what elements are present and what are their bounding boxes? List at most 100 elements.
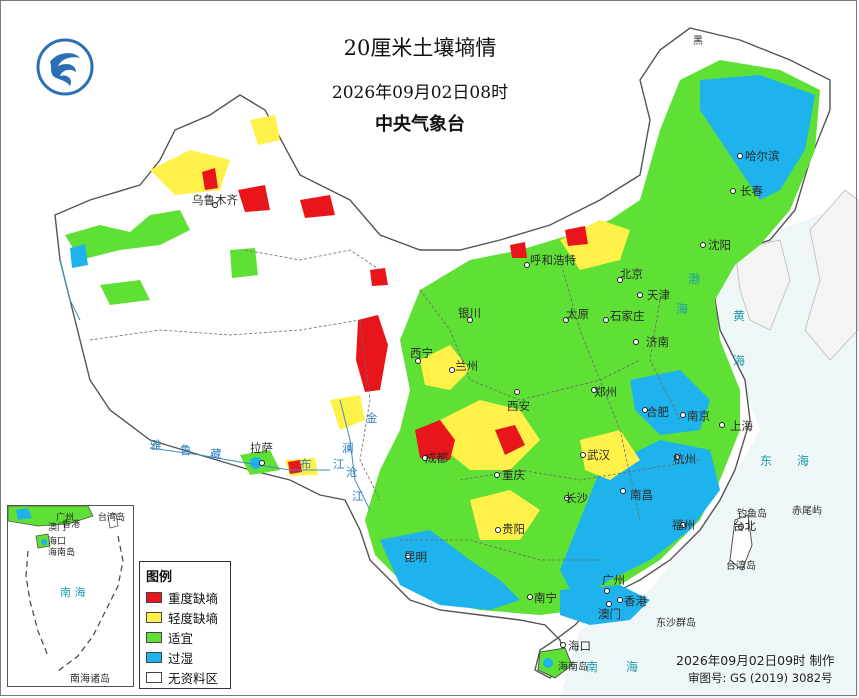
heavy-deficit-patch [565,226,588,246]
island-label: 东沙群岛 [656,618,696,629]
city-marker [514,389,520,395]
island-label: 台湾岛 [726,561,756,572]
city-marker [212,202,218,208]
production-time: 2026年09月02日09时 制作 [676,653,835,668]
city-label: 哈尔滨 [745,149,780,163]
legend-swatch [146,651,162,663]
city-label: 长沙 [565,491,588,505]
legend-swatch [146,631,162,643]
city-marker [674,454,680,460]
city-marker [617,277,623,283]
island-label: 海南岛 [558,662,588,673]
city-marker [700,242,706,248]
city-marker [642,407,648,413]
city-label: 长春 [740,184,763,198]
city-marker [620,488,626,494]
sea-area [560,200,859,698]
legend-item: 适宜 [146,628,193,646]
river-label: 布 [300,457,312,471]
city-marker [603,317,609,323]
city-label: 合肥 [646,405,669,419]
south-china-sea-inset: 广州 香港 澳门 海口 海南岛 台湾岛 南 海 南海诸岛 [7,505,134,687]
city-marker [524,262,530,268]
hainan-island [537,647,573,679]
city-label: 上海 [730,419,753,433]
city-marker [422,455,428,461]
city-marker [617,597,623,603]
inset-title: 南海诸岛 [70,674,110,685]
suitable-patch-xinjiang [230,248,258,278]
city-label: 北京 [620,267,643,281]
approval-number: 审图号: GS (2019) 3082号 [688,671,833,685]
light-deficit-patch [420,345,470,390]
legend-swatch [146,671,162,683]
wet-region-northeast [700,75,815,200]
city-label: 天津 [647,288,670,302]
legend-item: 无资料区 [146,668,218,686]
city-marker [449,367,455,373]
sea-label: 东 [760,454,773,468]
heavy-deficit-patch [510,242,527,258]
heavy-deficit-patch [495,425,525,455]
city-label: 拉萨 [250,441,273,455]
city-label: 南京 [687,409,710,423]
river-label: 鲁 [180,443,192,457]
city-marker [738,524,744,530]
city-marker [495,527,501,533]
island-label: 赤尾屿 [792,506,822,517]
province-boundaries [89,249,701,561]
wet-patch-hainan [543,658,553,668]
city-label: 福州 [672,518,695,532]
river-label: 江 [352,489,364,503]
city-label: 郑州 [594,385,617,399]
city-label: 南宁 [534,591,557,605]
sea-label: 海 [626,660,639,674]
city-marker [564,495,570,501]
wet-region-south [380,530,520,610]
korea-peninsula [734,239,791,331]
inset-sea-label: 南 海 [60,586,86,599]
heavy-deficit-patch [202,168,218,190]
heavy-deficit-patch [370,268,388,286]
city-marker [680,412,686,418]
city-label: 台北 [733,519,756,533]
sea-label: 海 [797,454,810,468]
sea-label: 渤 [688,272,701,286]
inset-place-label: 海口 [48,537,67,547]
inset-map [8,506,133,686]
city-marker [494,472,500,478]
city-label: 广州 [602,573,625,587]
city-label: 香港 [624,594,647,608]
cma-logo-icon [36,38,94,96]
city-label: 乌鲁木齐 [192,193,238,207]
city-marker [633,339,639,345]
heavy-deficit-patch [415,420,455,460]
city-marker [604,588,610,594]
city-marker [405,553,411,559]
region-label: 黑 [693,36,703,47]
city-label: 呼和浩特 [530,253,576,267]
city-marker [680,522,686,528]
wet-region-guangdong [560,585,650,625]
river-label: 澜 [342,441,354,455]
city-marker [415,358,421,364]
city-marker [580,452,586,458]
city-marker [730,188,736,194]
city-label: 南昌 [630,488,653,502]
japan-islands [804,189,859,361]
map-legend: 图例 重度缺墒 轻度缺墒 适宜 过湿 无资料区 [139,561,231,689]
legend-label: 过湿 [168,650,194,666]
suitable-patch-xinjiang [100,280,150,305]
issuer-name: 中央气象台 [375,114,465,135]
city-marker [591,387,597,393]
sea-label: 南 [586,660,599,674]
city-label: 贵阳 [502,522,525,536]
city-label: 兰州 [455,359,478,373]
heavy-deficit-patch [238,185,270,212]
city-marker [606,601,612,607]
heavy-deficit-patch [300,195,335,218]
inset-place-label: 台湾岛 [98,513,126,523]
